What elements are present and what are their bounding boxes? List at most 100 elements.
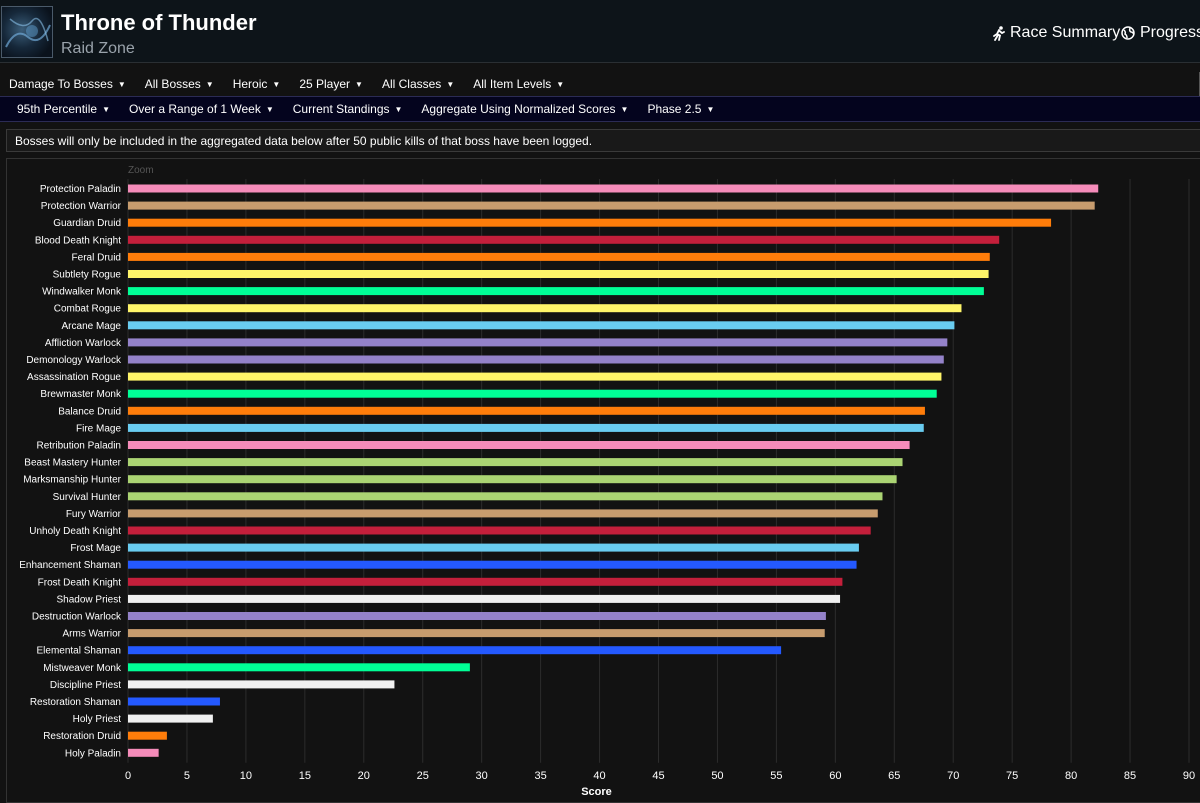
category-label: Mistweaver Monk [43,663,122,674]
zone-icon [1,6,53,58]
x-tick-label: 75 [1006,770,1018,782]
progress-label: Progress [1140,24,1200,41]
progress-link[interactable]: Progress [1121,24,1200,42]
filter-metric[interactable]: Damage To Bosses ▼ [9,77,126,91]
category-label: Windwalker Monk [42,287,122,298]
chart-panel: Zoom Protection Paladin Protection Warrio… [6,158,1200,803]
caret-down-icon: ▼ [102,105,110,114]
x-tick-label: 90 [1183,770,1195,782]
x-tick-label: 55 [770,770,782,782]
bar-retribution-paladin[interactable] [128,441,910,449]
category-label: Enhancement Shaman [19,560,121,571]
bar-fire-mage[interactable] [128,423,924,432]
bar-arcane-mage[interactable] [128,321,955,330]
category-label: Balance Druid [58,406,121,417]
category-label: Fury Warrior [66,509,122,520]
category-label: Demonology Warlock [26,355,122,366]
filter-aggregate[interactable]: Aggregate Using Normalized Scores ▼ [421,102,629,116]
filter-class[interactable]: All Classes ▼ [381,77,455,91]
category-label: Guardian Druid [53,218,121,229]
bar-frost-death-knight[interactable] [128,577,843,586]
x-tick-label: 20 [358,770,370,782]
bar-combat-rogue[interactable] [128,304,962,313]
bar-guardian-druid[interactable] [128,218,1052,227]
bar-marksmanship-hunter[interactable] [128,475,897,484]
bar-restoration-druid[interactable] [128,731,167,740]
bar-shadow-priest[interactable] [128,594,841,603]
bar-holy-paladin[interactable] [128,748,159,757]
category-label: Holy Priest [73,714,122,725]
x-tick-label: 30 [476,770,488,782]
bar-arms-warrior[interactable] [128,629,825,638]
caret-down-icon: ▼ [706,105,715,114]
bar-fury-warrior[interactable] [128,509,878,518]
caret-down-icon: ▼ [272,80,281,89]
x-tick-label: 25 [417,770,429,782]
bar-feral-druid[interactable] [128,252,990,261]
bar-enhancement-shaman[interactable] [128,560,857,569]
category-label: Combat Rogue [54,304,122,315]
zoom-label[interactable]: Zoom [128,165,154,176]
filter-standings[interactable]: Current Standings ▼ [292,102,403,116]
category-label: Arms Warrior [62,629,121,640]
caret-down-icon: ▼ [117,80,126,89]
race-summary-link[interactable]: Race Summary [993,24,1120,42]
bar-windwalker-monk[interactable] [128,287,984,296]
bar-subtlety-rogue[interactable] [128,270,989,278]
category-label: Affliction Warlock [45,338,122,349]
globe-icon [1121,26,1135,40]
x-tick-label: 40 [593,770,605,782]
filter-range[interactable]: Over a Range of 1 Week ▼ [128,102,274,116]
category-label: Discipline Priest [50,680,121,691]
caret-down-icon: ▼ [355,80,363,89]
bar-beast-mastery-hunter[interactable] [128,458,903,467]
filter-item-level[interactable]: All Item Levels ▼ [473,77,565,91]
category-label: Survival Hunter [53,492,122,503]
bar-protection-paladin[interactable] [128,184,1099,193]
category-label: Subtlety Rogue [53,270,122,281]
caret-down-icon: ▼ [265,105,274,114]
bar-unholy-death-knight[interactable] [128,526,871,535]
category-label: Blood Death Knight [35,235,121,246]
category-label: Holy Paladin [65,748,121,759]
filter-boss[interactable]: All Bosses ▼ [144,77,214,91]
x-tick-label: 65 [888,770,900,782]
category-label: Frost Mage [70,543,121,554]
bar-elemental-shaman[interactable] [128,646,782,655]
x-tick-label: 0 [125,770,131,782]
bar-balance-druid[interactable] [128,406,925,415]
filter-size[interactable]: 25 Player ▼ [299,77,363,91]
x-tick-label: 85 [1124,770,1136,782]
bar-assassination-rogue[interactable] [128,372,942,381]
x-tick-label: 60 [829,770,841,782]
bar-frost-mage[interactable] [128,543,859,552]
bar-mistweaver-monk[interactable] [128,663,470,672]
category-label: Beast Mastery Hunter [24,458,121,469]
x-tick-label: 35 [534,770,546,782]
bar-protection-warrior[interactable] [128,201,1095,210]
bar-holy-priest[interactable] [128,714,213,723]
caret-down-icon: ▼ [394,105,403,114]
bar-blood-death-knight[interactable] [128,235,1000,244]
category-label: Fire Mage [76,423,121,434]
bar-brewmaster-monk[interactable] [128,389,937,398]
page-subtitle: Raid Zone [61,40,135,57]
filter-difficulty[interactable]: Heroic ▼ [232,77,281,91]
category-label: Retribution Paladin [37,441,122,452]
bar-survival-hunter[interactable] [128,492,883,501]
bar-restoration-shaman[interactable] [128,697,220,706]
x-tick-label: 5 [184,770,190,782]
x-axis-title: Score [581,786,612,798]
category-label: Unholy Death Knight [29,526,121,537]
filter-percentile[interactable]: 95th Percentile ▼ [17,102,110,116]
category-label: Arcane Mage [62,321,122,332]
bar-demonology-warlock[interactable] [128,355,944,364]
bar-affliction-warlock[interactable] [128,338,948,347]
category-label: Protection Warrior [41,201,122,212]
primary-filter-bar: Damage To Bosses ▼ All Bosses ▼ Heroic ▼ 25… [0,72,1200,96]
bar-discipline-priest[interactable] [128,680,395,689]
bar-destruction-warlock[interactable] [128,612,826,620]
filter-phase[interactable]: Phase 2.5 ▼ [647,102,715,116]
category-label: Destruction Warlock [32,612,122,623]
x-tick-label: 15 [299,770,311,782]
